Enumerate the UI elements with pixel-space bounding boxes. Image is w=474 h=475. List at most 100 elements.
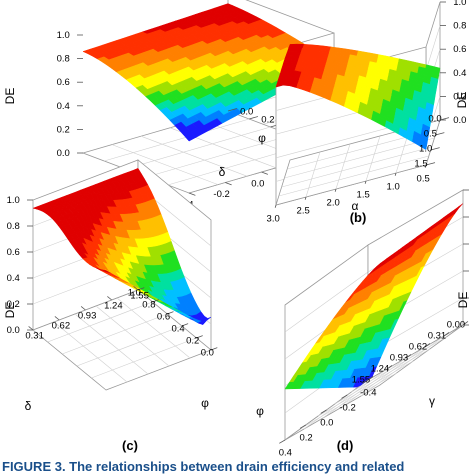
panel-caption: (c) (122, 438, 138, 453)
floor-grid-line (116, 297, 191, 359)
floor-grid-line (146, 134, 292, 178)
y-tick-label: 0.2 (261, 114, 274, 125)
z-axis-label: DE (3, 88, 17, 105)
x-tick-mark (424, 343, 431, 348)
z-tick-label: 0.8 (57, 54, 70, 65)
panel-d: 0.000.310.620.931.241.55 0.4 0.2 0.0 -0.2 -0.… (256, 189, 470, 458)
x-tick-mark (167, 311, 174, 315)
x-tick-mark (210, 347, 218, 351)
y-tick-mark (249, 116, 259, 120)
x-tick-label: 1.5 (357, 190, 370, 201)
y-tick-mark (435, 132, 445, 136)
y-tick-label: 0.0 (428, 114, 441, 125)
x-axis-label: α (352, 199, 359, 213)
z-tick-label: 0.6 (57, 77, 70, 88)
x-tick-label: 1.0 (128, 288, 141, 299)
panel-caption: (d) (337, 438, 354, 453)
z-tick-label: 0.2 (7, 299, 20, 310)
z-tick-label: 0.2 (57, 124, 70, 135)
x-axis-label: φ (256, 404, 264, 418)
floor-grid-line (74, 313, 149, 375)
y-tick-label: 0.0 (320, 417, 333, 428)
z-axis-label: DE (3, 302, 17, 319)
z-tick-label: 0.4 (57, 101, 70, 112)
x-tick-mark (462, 321, 469, 326)
z-tick-label: 1.0 (453, 0, 466, 8)
z-tick-label: 0.0 (7, 325, 20, 336)
y-tick-label: 0.4 (279, 447, 292, 458)
x-tick-mark (304, 196, 307, 200)
x-tick-label: 0.8 (142, 300, 155, 311)
y-tick-mark (133, 286, 139, 291)
floor-grid-line (301, 372, 397, 429)
floor-grid-line (334, 348, 430, 405)
x-tick-mark (367, 376, 374, 381)
floor-grid-line (125, 126, 271, 170)
x-tick-mark (424, 164, 427, 168)
x-tick-label: 0.00 (447, 319, 466, 330)
surface-patch (197, 320, 207, 325)
z-tick-label: 0.0 (453, 115, 466, 126)
y-tick-label: 0.2 (299, 432, 312, 443)
x-tick-label: 0.4 (171, 324, 184, 335)
floor-grid-line (318, 360, 414, 417)
x-tick-mark (274, 204, 277, 208)
axes: 0.000.310.620.931.241.55 0.4 0.2 0.0 -0.2 -0.… (256, 189, 470, 458)
y-tick-mark (227, 108, 237, 112)
x-tick-label: 1.55 (352, 374, 371, 385)
wall-grid-line (284, 271, 369, 333)
x-tick-label: 0.0 (201, 348, 214, 359)
x-tick-label: 0.5 (417, 174, 430, 185)
x-tick-label: 2.5 (297, 206, 310, 217)
z-tick-label: 0.6 (7, 247, 20, 258)
z-tick-label: 0.0 (57, 148, 70, 159)
x-tick-mark (443, 332, 450, 337)
z-tick-label: 0.4 (7, 273, 20, 284)
x-tick-mark (137, 287, 145, 291)
surface-patch (284, 381, 294, 390)
x-tick-mark (364, 180, 367, 184)
floor-grid-line (111, 144, 219, 185)
axes: 0.00.20.40.60.81.00.310.620.931.241.550.… (3, 195, 218, 413)
x-tick-label: 0.62 (409, 341, 428, 352)
x-tick-label: 0.2 (186, 336, 199, 347)
floor-grid-line (140, 135, 248, 177)
x-tick-label: 0.0 (251, 178, 264, 189)
panel-a: -0.4-0.20.00.20.40.00.20.40.60.81.00.00.… (3, 0, 359, 225)
z-tick-label: 1.0 (7, 195, 20, 206)
y-tick-label: -0.2 (339, 402, 355, 413)
x-tick-mark (386, 365, 393, 370)
x-tick-label: 0.31 (428, 330, 447, 341)
y-tick-label: 0.62 (52, 320, 71, 331)
z-tick-label: 0.6 (453, 44, 466, 55)
floor-grid-line (322, 357, 407, 419)
y-tick-mark (80, 306, 86, 311)
floor-grid-line (104, 118, 250, 162)
surface-patch (275, 82, 284, 88)
z-tick-label: 0.8 (453, 21, 466, 32)
floor-grid-line (76, 325, 182, 367)
x-tick-label: 1.24 (371, 363, 390, 374)
y-tick-label: 0.31 (25, 330, 44, 341)
floor-grid-line (305, 151, 321, 198)
surface-patch (183, 131, 197, 142)
y-tick-mark (107, 296, 113, 301)
z-tick-label: 1.0 (57, 30, 70, 41)
floor-grid-line (91, 337, 197, 379)
x-axis-label: δ (25, 399, 32, 413)
wall-grid-line (425, 25, 441, 71)
y-tick-label: 0.93 (78, 310, 97, 321)
y-tick-mark (28, 326, 34, 331)
y-axis-label: δ (219, 165, 226, 179)
z-tick-label: 0.4 (453, 68, 466, 79)
x-tick-label: 2.0 (327, 198, 340, 209)
axes: 3.0 2.5 2.0 1.5 1.0 0.5 0.0 0.5 1.0 1.5 0.0 0.2 0.4 0… (258, 0, 469, 225)
panel-c: 0.00.20.40.60.81.00.310.620.931.241.550.… (3, 159, 218, 453)
floor-grid-line (53, 321, 128, 383)
y-tick-mark (341, 394, 348, 399)
y-tick-label: 1.24 (104, 300, 123, 311)
x-tick-mark (152, 299, 160, 303)
floor-grid-line (365, 135, 381, 182)
floor-grid-line (351, 336, 447, 393)
